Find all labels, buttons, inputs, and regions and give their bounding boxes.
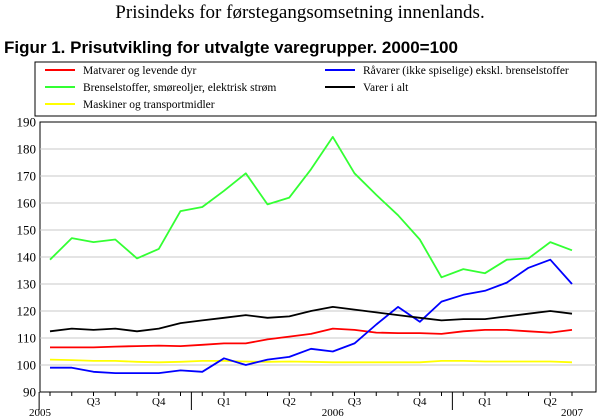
y-tick-label: 190: [17, 115, 37, 130]
y-tick-label: 150: [17, 223, 37, 238]
x-tick-label: Q3: [348, 396, 362, 408]
y-tick-label: 160: [17, 196, 37, 211]
grid: [40, 148, 596, 366]
series-line: [49, 135, 573, 279]
figure-title: Figur 1. Prisutvikling for utvalgte vare…: [4, 38, 458, 57]
x-tick-label: Q4: [413, 396, 427, 408]
x-year-label: 2006: [322, 407, 345, 419]
series-line: [49, 305, 573, 333]
legend-label: Maskiner og transportmidler: [83, 99, 215, 111]
x-year-label: 2007: [561, 407, 584, 419]
series-line: [50, 327, 573, 349]
legend-box: [34, 61, 597, 117]
page-title: Prisindeks for førstegangsomsetning inne…: [115, 2, 485, 23]
y-axis: 90 100 110 120 130 140 150 160 170 180 190: [17, 115, 37, 400]
x-tick-label: Q1: [478, 396, 491, 408]
y-tick-label: 90: [23, 385, 36, 400]
y-tick-label: 140: [17, 250, 37, 265]
x-axis: Q3 Q4 Q1 Q2 Q3 Q4 Q1 Q2 2005 2006 2007: [29, 392, 584, 419]
y-tick-label: 170: [17, 169, 37, 184]
y-tick-label: 180: [17, 142, 37, 157]
series-lines: [49, 135, 573, 375]
y-tick-label: 110: [17, 331, 36, 346]
legend-label: Råvarer (ikke spiselige) ekskl. brensels…: [363, 64, 569, 77]
x-tick-label: Q2: [544, 396, 557, 408]
y-tick-label: 130: [17, 277, 37, 292]
x-tick-label: Q2: [283, 396, 296, 408]
x-year-label: 2005: [29, 407, 52, 419]
legend-label: Brenselstoffer, smøreoljer, elektrisk st…: [83, 82, 276, 94]
x-tick-label: Q1: [217, 396, 230, 408]
series-line: [50, 258, 573, 375]
x-tick-label: Q3: [87, 396, 101, 408]
series-line: [49, 358, 573, 364]
legend-label: Matvarer og levende dyr: [83, 65, 197, 77]
y-tick-label: 120: [17, 304, 37, 319]
legend-label: Varer i alt: [363, 82, 409, 94]
x-tick-label: Q4: [152, 396, 166, 408]
y-tick-label: 100: [17, 358, 37, 373]
legend: Matvarer og levende dyr Brenselstoffer, s…: [45, 64, 569, 111]
